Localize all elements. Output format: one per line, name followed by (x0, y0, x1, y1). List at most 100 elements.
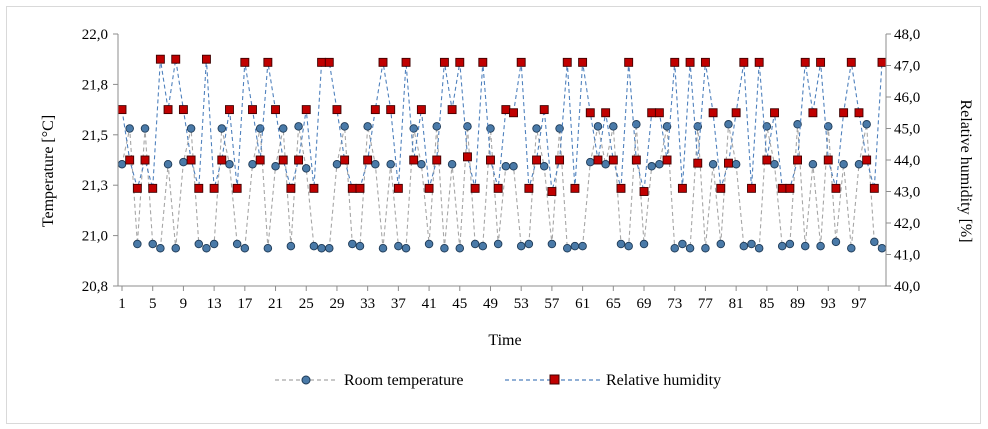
x-tick-label: 85 (759, 296, 774, 312)
humidity-point (700, 57, 710, 67)
humidity-point (332, 105, 342, 115)
temperature-point (148, 239, 157, 249)
humidity-point (509, 108, 518, 118)
humidity-point (547, 187, 557, 196)
temperature-point (632, 120, 641, 129)
humidity-point (432, 155, 442, 165)
temperature-point (217, 124, 227, 133)
x-tick-label: 45 (452, 296, 467, 312)
x-tick-label: 17 (237, 296, 253, 312)
humidity-point (271, 105, 280, 115)
humidity-point (163, 105, 173, 115)
humidity-point (424, 183, 434, 193)
humidity-point (286, 183, 296, 193)
temperature-point (877, 243, 887, 253)
temperature-point (156, 243, 165, 253)
temperature-point (586, 157, 595, 167)
temperature-point (693, 122, 703, 131)
temperature-point (440, 243, 449, 253)
temperature-point (501, 162, 511, 171)
humidity-point (578, 57, 588, 67)
plot-area (117, 54, 887, 253)
temperature-point (647, 162, 656, 171)
temperature-point (478, 241, 488, 251)
temperature-point (724, 120, 733, 129)
humidity-point (478, 57, 488, 67)
humidity-point (754, 57, 764, 67)
y-right-tick-label: 44,0 (894, 153, 920, 169)
temperature-point (317, 243, 326, 253)
temperature-point (770, 159, 779, 169)
x-tick-label: 65 (606, 296, 621, 312)
temperature-point (209, 239, 219, 249)
humidity-point (463, 152, 472, 162)
temperature-point (662, 122, 672, 131)
humidity-point (708, 108, 718, 118)
temperature-point (678, 239, 687, 249)
legend-rh-marker (549, 374, 560, 385)
y-left-tick-label: 21,3 (82, 178, 108, 194)
temperature-point (194, 239, 204, 249)
temperature-point (125, 124, 134, 133)
temperature-point (348, 239, 357, 249)
humidity-point (524, 183, 534, 193)
humidity-point (539, 105, 549, 115)
temperature-point (363, 122, 372, 131)
temperature-point (854, 159, 864, 169)
temperature-point (593, 122, 603, 131)
temperature-point (870, 237, 879, 247)
humidity-point (439, 57, 449, 67)
y-right-tick-label: 43,0 (894, 185, 920, 201)
humidity-point (416, 105, 426, 115)
humidity-point (363, 155, 373, 165)
temperature-point (171, 243, 180, 253)
humidity-point (793, 155, 803, 165)
humidity-point (317, 57, 327, 67)
temperature-point (463, 122, 472, 131)
humidity-point (378, 57, 388, 67)
x-tick-label: 41 (422, 296, 437, 312)
temperature-point (624, 241, 633, 251)
humidity-point (447, 105, 457, 115)
x-tick-label: 97 (851, 296, 867, 312)
humidity-point (785, 183, 795, 193)
temperature-point (685, 243, 695, 253)
humidity-point (240, 57, 250, 67)
axes: 22,0 21,8 21,5 21,3 21,0 20,8 48,0 47,0 46,0 45,0… (82, 27, 921, 312)
temperature-point (371, 159, 380, 169)
y-right-tick-label: 42,0 (894, 216, 920, 232)
temperature-point (708, 159, 718, 169)
legend-item-room-temperature: Room temperature (275, 372, 464, 389)
x-tick-label: 9 (180, 296, 188, 312)
temperature-point (808, 159, 818, 169)
x-tick-label: 25 (299, 296, 314, 312)
humidity-point (831, 183, 841, 193)
temperature-point (670, 243, 679, 253)
humidity-point (639, 187, 649, 196)
temperature-point (747, 239, 756, 249)
humidity-point (677, 183, 687, 193)
temperature-point (578, 241, 587, 251)
humidity-point (386, 105, 396, 115)
humidity-point (309, 183, 319, 193)
x-tick-label: 5 (149, 296, 157, 312)
humidity-point (562, 57, 572, 67)
humidity-point (616, 183, 626, 193)
y-right-tick-label: 40,0 (894, 279, 920, 295)
humidity-point (670, 57, 680, 67)
temperature-point (547, 239, 557, 249)
humidity-point (800, 57, 810, 67)
humidity-point (501, 105, 511, 115)
humidity-point (171, 54, 181, 64)
humidity-point (839, 108, 849, 118)
temperature-point (401, 243, 411, 253)
temperature-point (847, 243, 856, 253)
temperature-point (186, 124, 196, 133)
temperature-point (133, 239, 142, 249)
humidity-point (593, 155, 603, 165)
humidity-point (770, 108, 779, 118)
temperature-point (332, 159, 342, 169)
humidity-point (301, 105, 311, 115)
humidity-point (762, 155, 772, 165)
